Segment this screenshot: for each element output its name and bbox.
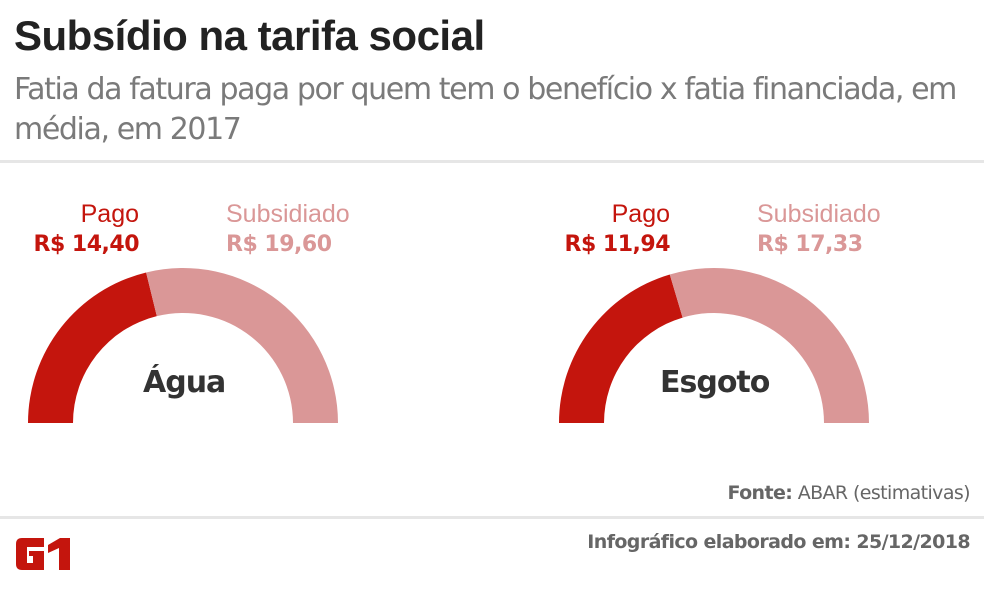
chart-subtitle: Fatia da fatura paga por quem tem o bene… [14,72,957,147]
arc-subsidiado [146,268,338,423]
pago-value: R$ 14,40 [33,232,140,257]
half-donut-esgoto [559,268,869,423]
pago-label: Pago [611,200,670,228]
footer-divider [0,516,984,519]
g1-logo-icon [16,538,70,570]
chart-title: Subsídio na tarifa social [14,12,485,59]
source-note: Fonte: ABAR (estimativas) [728,482,971,504]
half-donut-agua [28,268,338,423]
subsidiado-label: Subsidiado [226,200,350,228]
header-divider [0,160,984,163]
subsidiado-label: Subsidiado [757,200,881,228]
chart-esgoto: Pago R$ 11,94 Subsidiado R$ 17,33 Esgoto [531,190,931,440]
pago-label: Pago [80,200,139,228]
arc-subsidiado [669,268,869,423]
pago-value: R$ 11,94 [564,232,671,257]
chart-center-label: Água [143,365,226,400]
chart-agua: Pago R$ 14,40 Subsidiado R$ 19,60 Água [0,190,400,440]
subsidiado-value: R$ 17,33 [757,232,863,257]
arc-pago [28,272,157,423]
arc-pago [559,274,683,423]
source-value: ABAR (estimativas) [792,482,971,504]
source-label: Fonte: [727,482,793,504]
chart-center-label: Esgoto [660,365,770,400]
publication-date: Infográfico elaborado em: 25/12/2018 [587,531,970,553]
subsidiado-value: R$ 19,60 [226,232,332,257]
